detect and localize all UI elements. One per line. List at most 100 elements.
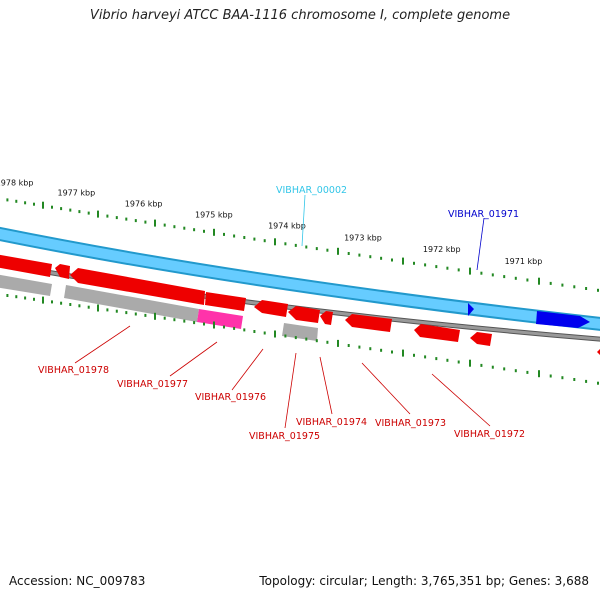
tick-mark [106,308,109,312]
tick-mark [97,210,99,218]
tick-mark [369,347,372,351]
tick-mark [402,349,404,357]
gene-label-vibhar-01974[interactable]: VIBHAR_01974 [296,417,367,428]
gene-edge-right[interactable] [597,346,600,358]
tick-mark [305,337,308,341]
leader-vibhar-01972 [431,373,491,427]
kbp-label: 1974 kbp [268,222,306,231]
gene-vibhar-01978-b[interactable] [55,264,70,279]
gene-vibhar-01973-a[interactable] [345,314,392,332]
gene-label-vibhar-01973[interactable]: VIBHAR_01973 [375,418,446,429]
tick-mark [597,381,599,385]
tick-mark [42,296,44,304]
tick-mark [503,275,506,279]
tick-mark [526,370,529,374]
tick-mark [457,268,460,272]
highlight-feature[interactable] [197,309,243,329]
tick-mark [358,345,361,349]
gene-vibhar-01976[interactable] [254,300,288,317]
tick-mark [457,360,460,364]
tick-mark [305,245,308,249]
gene-label-vibhar-01972[interactable]: VIBHAR_01972 [454,429,525,440]
tick-mark [326,340,329,344]
kbp-label: 1973 kbp [344,233,382,242]
tick-mark [347,344,350,347]
tick-mark [243,236,246,239]
gene-label-vibhar-00002[interactable]: VIBHAR_00002 [276,185,347,196]
accession-text: Accession: NC_009783 [9,574,146,588]
tick-mark [51,300,53,304]
leader-vibhar-01975 [284,352,297,429]
gene-label-vibhar-01971[interactable]: VIBHAR_01971 [448,209,519,220]
tick-mark [233,234,236,238]
tick-mark [480,271,483,275]
tick-mark [347,252,350,255]
gene-vibhar-01972[interactable] [470,332,492,346]
tick-mark [380,256,383,260]
tick-mark [358,253,361,257]
tick-mark [60,301,63,305]
tick-mark [413,353,415,357]
tick-mark [561,283,564,287]
rna-feature-b[interactable] [64,285,199,322]
gene-label-vibhar-01977[interactable]: VIBHAR_01977 [117,379,188,390]
tick-mark [380,348,383,352]
tick-mark [193,321,196,325]
tick-mark [6,294,9,297]
gene-vibhar-01971[interactable] [536,311,590,328]
kbp-label: 1975 kbp [195,210,233,219]
tick-mark [115,309,118,313]
feature-band-inner [0,228,600,329]
tick-mark [144,220,147,224]
tick-mark [134,219,137,223]
genome-stats-text: Topology: circular; Length: 3,765,351 bp… [259,574,589,588]
tick-mark [480,363,483,367]
rna-feature-a[interactable] [0,274,52,296]
gene-label-vibhar-01978[interactable]: VIBHAR_01978 [38,365,109,376]
tick-mark [491,365,494,369]
gene-vibhar-01974[interactable] [320,311,333,325]
tick-mark [78,304,81,308]
tick-mark [60,207,63,211]
cds-track [0,254,600,358]
tick-mark [203,229,205,233]
tick-mark [223,232,225,236]
tick-mark [253,330,256,333]
rna-track [0,274,318,341]
tick-mark [413,261,415,265]
tick-mark [402,257,404,265]
tick-mark [203,322,205,326]
gene-label-vibhar-01976[interactable]: VIBHAR_01976 [195,392,266,403]
tick-mark [69,208,72,212]
tick-mark [315,247,318,251]
tick-mark [538,277,540,285]
gene-vibhar-01977-b[interactable] [205,292,246,311]
gene-vibhar-01978-a[interactable] [0,254,52,277]
gene-vibhar-01977[interactable] [70,268,205,305]
gene-vibhar-01975[interactable] [288,306,320,323]
tick-mark [391,258,393,262]
tick-mark [585,379,588,383]
rna-feature-c[interactable] [282,323,318,341]
tick-mark [213,321,215,329]
tick-mark [15,199,18,203]
tick-mark [193,228,196,232]
tick-mark [6,198,9,202]
tick-mark [154,219,156,227]
tick-mark [435,265,438,269]
tick-mark [163,223,166,227]
tick-mark [42,201,44,209]
leader-vibhar-01974 [319,356,333,415]
tick-mark [134,312,137,316]
leader-vibhar-01976 [231,348,264,391]
tick-mark [183,319,186,323]
tick-mark [469,267,471,275]
map-title: Vibrio harveyi ATCC BAA-1116 chromosome … [89,8,511,23]
tick-mark [538,370,540,378]
tick-mark [284,242,287,246]
gene-label-vibhar-01975[interactable]: VIBHAR_01975 [249,431,320,442]
gene-vibhar-01973-b[interactable] [414,324,460,342]
tick-mark [294,243,297,247]
gene-vibhar-00002-marker[interactable] [468,303,474,316]
tick-mark [284,334,287,338]
